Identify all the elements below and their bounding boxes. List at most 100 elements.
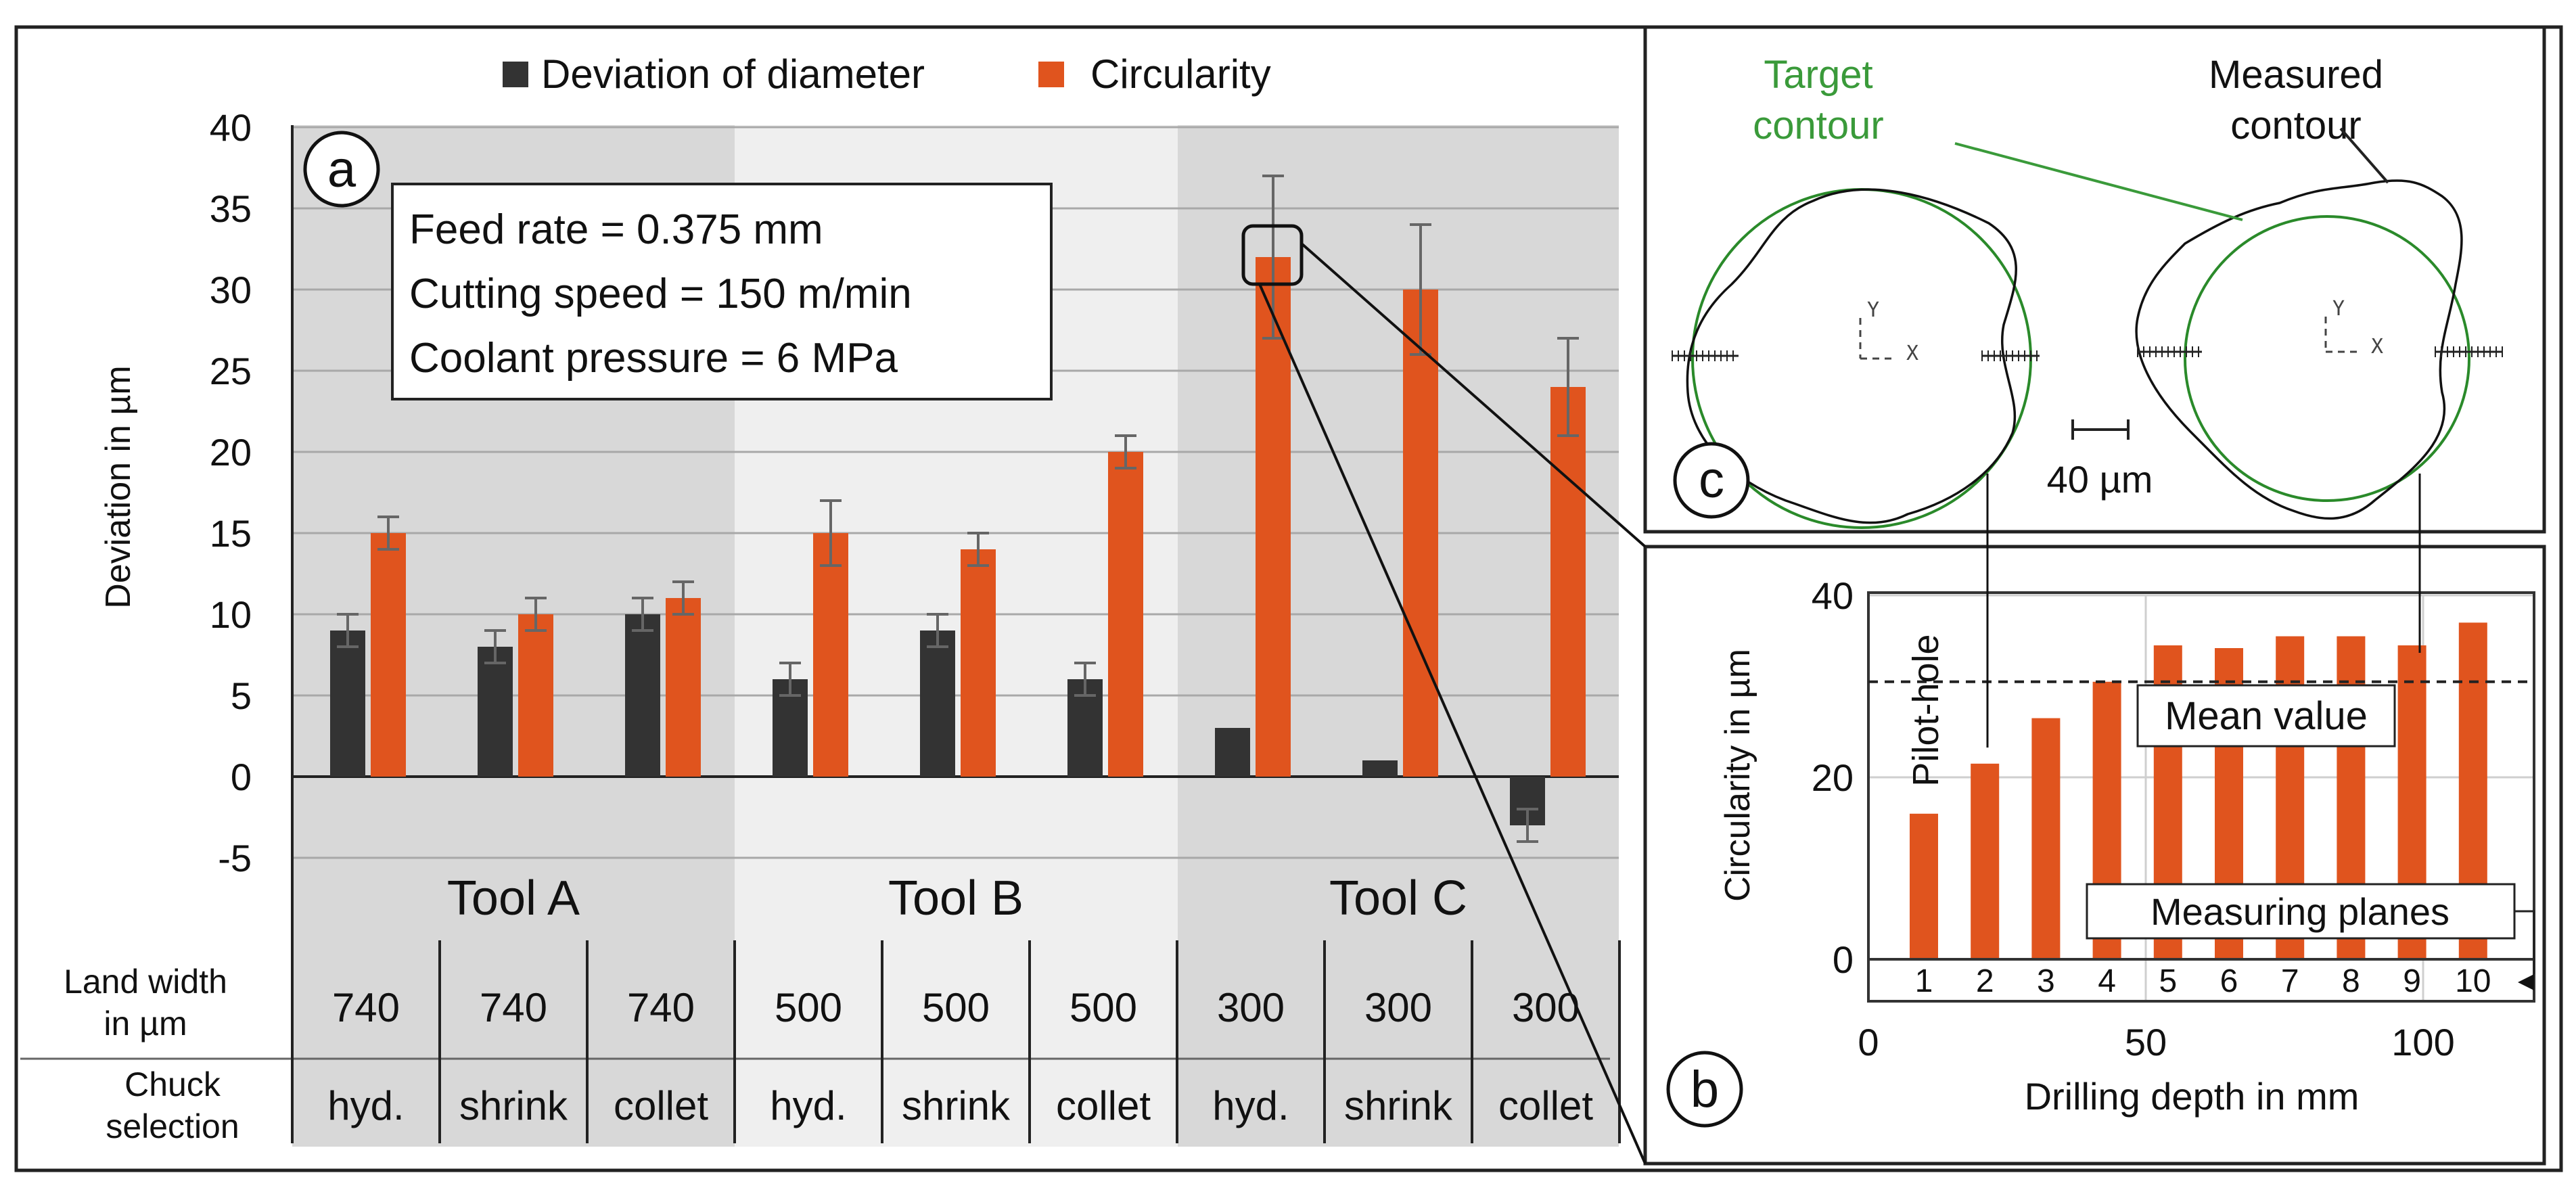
measuring-plane-number: 10	[2455, 963, 2491, 999]
measuring-plane-number: 4	[2098, 963, 2116, 999]
mean-value-box	[2136, 684, 2396, 748]
bar-circularity-plane	[1910, 813, 1938, 959]
chuck-cell: collet	[1498, 1083, 1593, 1128]
panel-b-y-axis-title: Circularity in µm	[1718, 649, 1757, 902]
outer-frame	[14, 25, 2563, 1172]
bar-circularity	[1550, 387, 1586, 777]
y-tick-label: 35	[210, 187, 252, 230]
chuck-cell: hyd.	[770, 1083, 846, 1128]
target-contour-pointer	[1954, 142, 2243, 221]
axis-x-label-left: X	[1906, 342, 1918, 365]
measuring-planes-box	[2086, 883, 2516, 940]
panel-b-y-ticks: 0 20 40	[1812, 574, 1854, 981]
measuring-plane-number: 3	[2037, 963, 2055, 999]
bar-deviation-of-diameter	[1215, 728, 1250, 777]
y-tick-label: -5	[218, 837, 252, 879]
measuring-planes-label: Measuring planes	[2150, 890, 2450, 933]
panel-b-plot-frame	[1867, 591, 2535, 1003]
legend-label-circularity: Circularity	[1090, 51, 1271, 97]
table-row1-label-line2: in µm	[104, 1005, 187, 1042]
tool-c-background	[1178, 125, 1619, 1147]
panel-c-label: c	[1699, 451, 1724, 509]
zoom-connectors	[1241, 224, 2421, 1164]
zoom-line-top	[1300, 242, 1647, 548]
land-width-cell: 300	[1512, 985, 1580, 1030]
x-tick-label: 50	[2125, 1021, 2167, 1063]
annotation-feed-rate: Feed rate = 0.375 mm	[409, 206, 823, 253]
measuring-planes-pointer	[2514, 910, 2535, 974]
panel-a-label: a	[327, 141, 356, 198]
y-tick-label: 10	[210, 593, 252, 636]
table-row2-label-line1: Chuck	[124, 1065, 221, 1103]
measuring-plane-numbers: 1 2 3 4 5 6 7 8 9 10	[1915, 963, 2491, 999]
legend-label-deviation: Deviation of diameter	[541, 51, 925, 97]
table-row2-label-line2: selection	[106, 1107, 239, 1145]
legend-swatch-circularity	[1038, 62, 1064, 87]
bar-circularity	[518, 614, 553, 777]
target-contour-label-line1: Target	[1764, 53, 1872, 97]
contour-tick-marks-detail	[1672, 346, 2503, 361]
y-tick-label: 40	[210, 106, 252, 149]
chuck-cell: collet	[1056, 1083, 1151, 1128]
bar-deviation-of-diameter	[920, 631, 955, 777]
chuck-cell: shrink	[459, 1083, 568, 1128]
target-contour-right	[2184, 215, 2470, 502]
measuring-plane-number: 5	[2159, 963, 2177, 999]
axis-glyph-left	[1859, 318, 1894, 360]
axis-glyph-right	[2324, 317, 2358, 353]
chuck-cell: shrink	[1344, 1083, 1453, 1128]
chuck-cell: shrink	[902, 1083, 1011, 1128]
bar-circularity	[1403, 290, 1438, 777]
y-tick-label: 30	[210, 269, 252, 311]
measuring-plane-number: 1	[1915, 963, 1933, 999]
scale-bar	[2071, 419, 2130, 440]
panel-c-frame	[1643, 25, 2546, 534]
measuring-plane-number: 2	[1976, 963, 1994, 999]
land-width-cell: 500	[1070, 985, 1137, 1030]
measuring-plane-number: 6	[2220, 963, 2238, 999]
panel-b: 0 20 40 0 50 100 1 2 3 4 5 6 7 8 9 10 Circularity in …	[1643, 545, 2546, 1166]
y-tick-label: 0	[231, 756, 252, 798]
table-row1-label-line1: Land width	[64, 963, 227, 1001]
bar-circularity	[961, 549, 996, 777]
axis-y-label-left: Y	[1867, 298, 1879, 322]
y-tick-label: 0	[1833, 938, 1854, 981]
measured-contour-label-line1: Measured	[2209, 53, 2383, 97]
mean-value-label: Mean value	[2165, 694, 2368, 738]
y-tick-label: 15	[210, 512, 252, 555]
annotation-cutting-speed: Cutting speed = 150 m/min	[409, 271, 912, 317]
panel-b-badge	[1666, 1051, 1743, 1128]
panel-a-y-ticks: -5 0 5 10 15 20 25 30 35 40	[210, 106, 252, 879]
bar-deviation-of-diameter	[478, 647, 513, 777]
panel-b-label: b	[1690, 1061, 1719, 1118]
land-width-cell: 740	[332, 985, 400, 1030]
bar-deviation-of-diameter	[1362, 760, 1398, 777]
measured-contour-left	[1686, 188, 2017, 524]
bar-deviation-of-diameter	[625, 614, 660, 777]
pilot-hole-label: Pilot-hole	[1906, 634, 1946, 786]
panel-b-x-axis-title: Drilling depth in mm	[2025, 1075, 2360, 1118]
annotation-coolant-pressure: Coolant pressure = 6 MPa	[409, 335, 898, 382]
chuck-cell: hyd.	[327, 1083, 404, 1128]
panel-a-bars	[330, 175, 1586, 843]
land-width-cell: 740	[480, 985, 547, 1030]
bar-circularity-plane	[1971, 763, 2000, 959]
chuck-cell: hyd.	[1212, 1083, 1289, 1128]
x-tick-label: 0	[1858, 1021, 1879, 1063]
panel-c: Y X Y X Target contour Measured contour …	[1643, 25, 2546, 534]
measuring-planes-arrowhead	[2518, 974, 2534, 990]
y-tick-label: 5	[231, 674, 252, 717]
table-column-separators	[291, 940, 1621, 1143]
land-width-cell: 300	[1364, 985, 1432, 1030]
panel-a-badge	[303, 131, 380, 208]
land-width-cell: 500	[922, 985, 990, 1030]
y-tick-label: 20	[1812, 756, 1854, 799]
chuck-cell: collet	[614, 1083, 708, 1128]
parameter-table: 740 hyd. 740 shrink 740 collet 500 hyd. 500 shrin…	[327, 985, 1593, 1128]
axis-y-label-right: Y	[2332, 297, 2345, 321]
parameter-annotation-box	[391, 183, 1053, 400]
scale-bar-label: 40 µm	[2047, 458, 2153, 501]
measuring-plane-number: 7	[2281, 963, 2299, 999]
bar-circularity	[666, 598, 701, 777]
